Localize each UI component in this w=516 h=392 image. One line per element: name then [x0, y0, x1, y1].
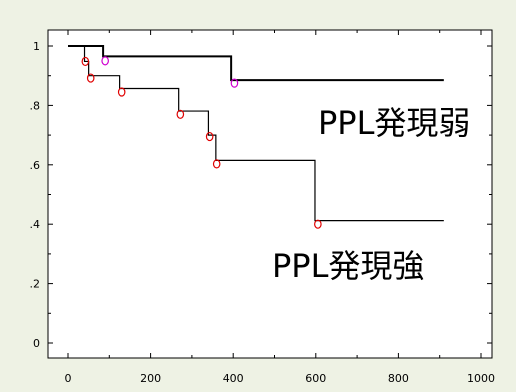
censor-marker: [205, 131, 214, 142]
series-layer: [68, 45, 444, 229]
censor-marker: [314, 219, 322, 229]
censor-marker: [176, 109, 185, 119]
plot-area: [47, 29, 493, 359]
x-tick-label: 1000: [467, 372, 495, 385]
x-tick-label: 400: [223, 372, 244, 385]
censor-marker: [230, 78, 239, 88]
censor-marker: [212, 159, 221, 169]
series-labels: PPL発現弱 PPL発現強: [272, 104, 470, 285]
y-tick-label: .4: [30, 218, 41, 231]
y-tick-label: 1: [33, 40, 40, 53]
x-tick-label: 0: [65, 372, 72, 385]
x-tick-label: 800: [388, 372, 409, 385]
y-tick-label: .8: [30, 99, 41, 112]
series-line-weak: [68, 45, 444, 82]
series-label-strong: PPL発現強: [272, 247, 424, 285]
y-tick-label: 0: [33, 337, 40, 350]
y-tick-label: .2: [30, 278, 41, 291]
x-tick-label: 600: [305, 372, 326, 385]
censor-marker: [117, 87, 126, 97]
censor-marker: [81, 56, 90, 67]
censor-marker: [101, 56, 109, 66]
series-line-strong: [68, 45, 444, 222]
series-label-weak: PPL発現弱: [318, 104, 470, 142]
x-tick-label: 200: [140, 372, 161, 385]
axis-ticks: 0 200 400 600 800 1000 0 .2 .4 .6 .8 1: [30, 30, 495, 385]
censor-marker: [86, 73, 95, 83]
y-tick-label: .6: [30, 159, 41, 172]
